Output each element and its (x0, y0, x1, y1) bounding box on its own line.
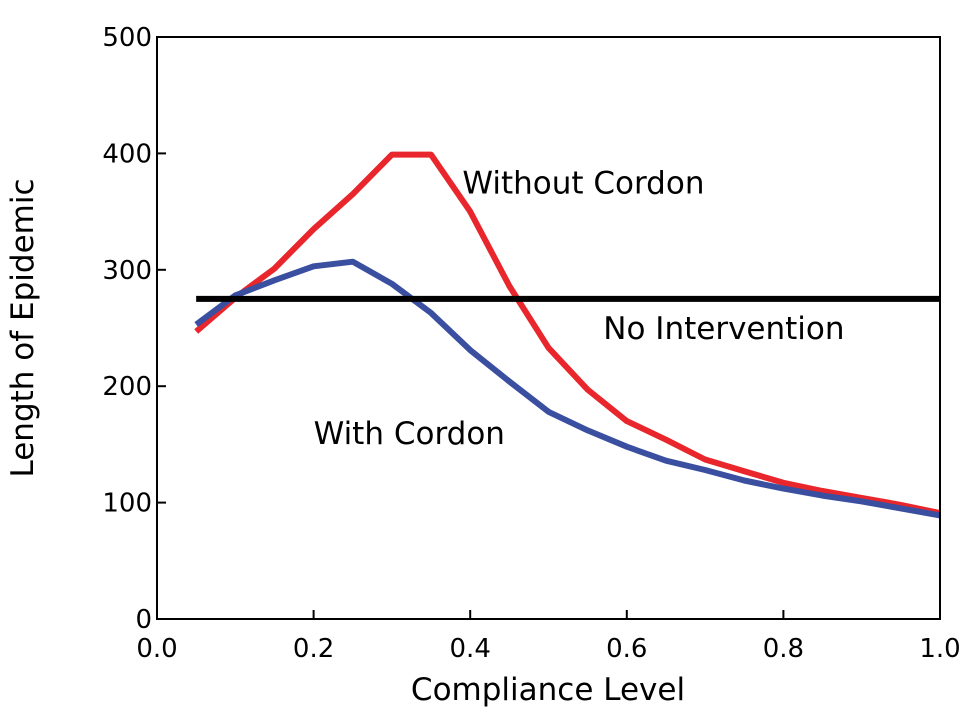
annotation-label: Without Cordon (462, 166, 704, 202)
x-tick-label: 0.6 (606, 634, 647, 664)
x-tick-label: 0.8 (763, 634, 804, 664)
y-tick-label: 100 (102, 489, 152, 519)
annotation-label: With Cordon (314, 416, 505, 452)
y-tick-label: 0 (135, 605, 152, 635)
y-tick-label: 300 (102, 256, 152, 286)
y-tick-label: 400 (102, 139, 152, 169)
x-axis-title: Compliance Level (411, 672, 685, 708)
annotation-label: No Intervention (603, 311, 844, 347)
x-tick-label: 0.2 (293, 634, 334, 664)
annotations: Without Cordon No Intervention With Cordon (314, 166, 845, 452)
x-tick-label: 0.0 (136, 634, 177, 664)
x-tick-label: 1.0 (919, 634, 960, 664)
series-lines (194, 151, 941, 519)
axis-ticks: 0.0 0.2 0.4 0.6 0.8 1.0 0 100 200 300 400 500 (102, 23, 960, 664)
y-axis-title: Length of Epidemic (5, 179, 41, 478)
plot-frame (156, 36, 941, 620)
x-tick-label: 0.4 (450, 634, 491, 664)
series-line-without-cordon (194, 151, 941, 517)
y-tick-label: 200 (102, 372, 152, 402)
series-line-with-cordon (194, 258, 941, 519)
y-tick-label: 500 (102, 23, 152, 53)
